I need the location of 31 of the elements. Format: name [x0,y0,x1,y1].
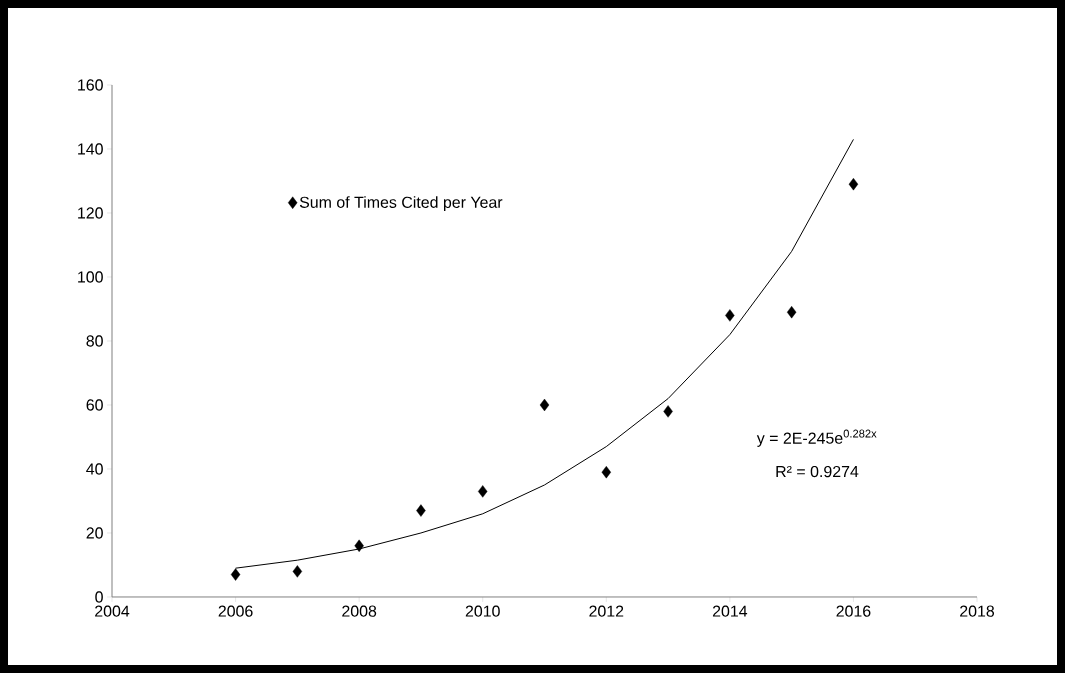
annotation: y = 2E-245e$^{0.282x}$ [756,429,877,447]
point [786,306,797,319]
legend-label: Sum of Times Cited per Year [299,196,503,212]
y-tick-label: 20 [86,527,103,539]
y-tick-label: 0 [95,591,103,603]
point [292,565,303,578]
x-tick-label: 2006 [218,605,253,617]
y-tick-label: 140 [78,143,103,155]
x-tick-label: 2018 [960,605,995,617]
x-tick-label: 2010 [465,605,500,617]
point [416,504,426,517]
point [478,485,488,498]
y-tick-label: 80 [86,335,103,347]
x-tick-label: 2012 [589,605,624,617]
y-tick-label: 160 [78,79,103,91]
point [848,178,859,191]
annotation: R² = 0.9274 [776,465,859,478]
point [354,539,364,552]
y-tick-label: 120 [78,207,103,219]
point [230,568,241,581]
y-tick-label: 100 [78,271,103,283]
point [601,466,611,479]
point [663,405,673,418]
y-tick-label: 40 [86,463,103,475]
x-tick-label: 2004 [95,605,130,617]
x-tick-label: 2014 [712,605,748,617]
y-tick-label: 60 [86,399,103,411]
point [725,309,735,322]
x-tick-label: 2008 [342,605,377,617]
x-tick-label: 2016 [836,605,871,617]
point [539,398,550,412]
